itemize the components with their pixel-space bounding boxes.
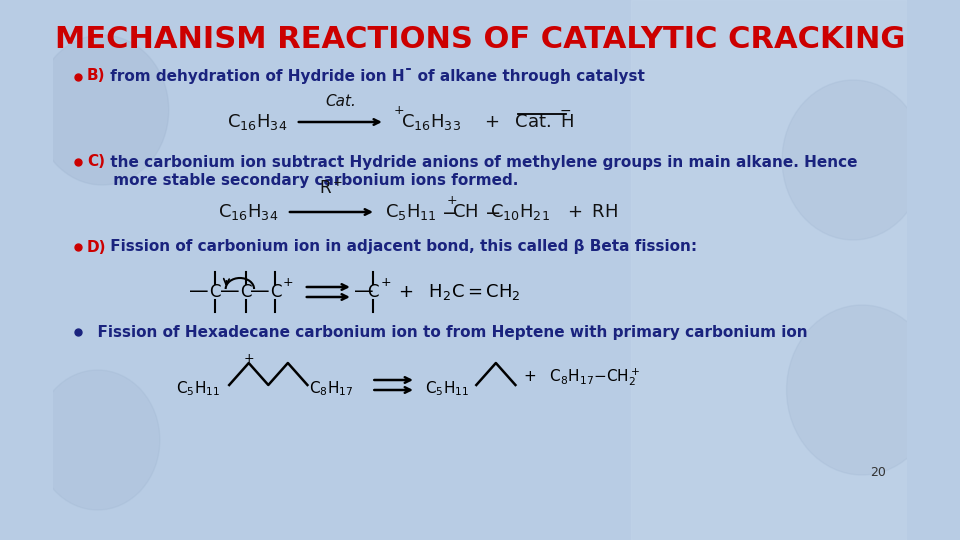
Text: +: +	[244, 352, 254, 365]
Circle shape	[786, 305, 938, 475]
Text: $\rm +\ \ C_8H_{17}{-}CH_2^+$: $\rm +\ \ C_8H_{17}{-}CH_2^+$	[520, 366, 640, 388]
Text: $\rm R^+$: $\rm R^+$	[319, 179, 344, 198]
Text: +: +	[282, 275, 293, 288]
Text: Fission of Hexadecane carbonium ion to from Heptene with primary carbonium ion: Fission of Hexadecane carbonium ion to f…	[87, 325, 807, 340]
Text: —: —	[220, 282, 240, 301]
Text: C: C	[209, 283, 221, 301]
Text: C: C	[368, 283, 379, 301]
Text: +: +	[394, 105, 404, 118]
Text: $\rm +\ \ H_2C{=}CH_2$: $\rm +\ \ H_2C{=}CH_2$	[395, 282, 520, 302]
Text: C: C	[270, 283, 281, 301]
Text: Fission of carbonium ion in adjacent bond, this called β Beta fission:: Fission of carbonium ion in adjacent bon…	[105, 240, 697, 254]
Text: $\rm -$: $\rm -$	[438, 202, 458, 221]
Text: —: —	[354, 282, 374, 301]
Text: $\rm +\ \ Cat.\ H$: $\rm +\ \ Cat.\ H$	[481, 113, 574, 131]
Text: $\rm +\ RH$: $\rm +\ RH$	[564, 203, 618, 221]
Text: +: +	[380, 275, 391, 288]
Text: $\rm C_5H_{11}$: $\rm C_5H_{11}$	[385, 202, 437, 222]
Circle shape	[36, 35, 169, 185]
Text: $\rm -$: $\rm -$	[481, 202, 501, 221]
Text: more stable secondary carbonium ions formed.: more stable secondary carbonium ions for…	[87, 173, 518, 188]
Text: D): D)	[87, 240, 107, 254]
Text: $\rm C_{10}H_{21}$: $\rm C_{10}H_{21}$	[490, 202, 549, 222]
Circle shape	[782, 80, 924, 240]
Text: +: +	[447, 194, 458, 207]
Circle shape	[36, 370, 160, 510]
Text: the carbonium ion subtract Hydride anions of methylene groups in main alkane. He: the carbonium ion subtract Hydride anion…	[105, 154, 857, 170]
Text: $\rm C_{16}H_{33}$: $\rm C_{16}H_{33}$	[400, 112, 461, 132]
Bar	[631, 0, 906, 540]
Text: —: —	[251, 282, 270, 301]
Text: $\rm C_5H_{11}$: $\rm C_5H_{11}$	[424, 380, 468, 399]
Text: C: C	[240, 283, 252, 301]
Text: B): B)	[87, 69, 106, 84]
Text: $\rm C_{16}H_{34}$: $\rm C_{16}H_{34}$	[227, 112, 287, 132]
Text: C): C)	[87, 154, 105, 170]
Text: −: −	[560, 104, 571, 118]
Text: Cat.: Cat.	[324, 94, 356, 109]
Text: —: —	[189, 282, 208, 301]
Text: $\rm CH$: $\rm CH$	[452, 203, 479, 221]
Text: $\rm C_5H_{11}$: $\rm C_5H_{11}$	[176, 380, 220, 399]
Text: $\rm C_{16}H_{34}$: $\rm C_{16}H_{34}$	[218, 202, 277, 222]
Text: $\rm C_8H_{17}$: $\rm C_8H_{17}$	[309, 380, 353, 399]
Text: MECHANISM REACTIONS OF CATALYTIC CRACKING: MECHANISM REACTIONS OF CATALYTIC CRACKIN…	[55, 25, 905, 54]
Text: from dehydration of Hydride ion H¯ of alkane through catalyst: from dehydration of Hydride ion H¯ of al…	[105, 68, 644, 84]
Text: 20: 20	[870, 465, 886, 478]
